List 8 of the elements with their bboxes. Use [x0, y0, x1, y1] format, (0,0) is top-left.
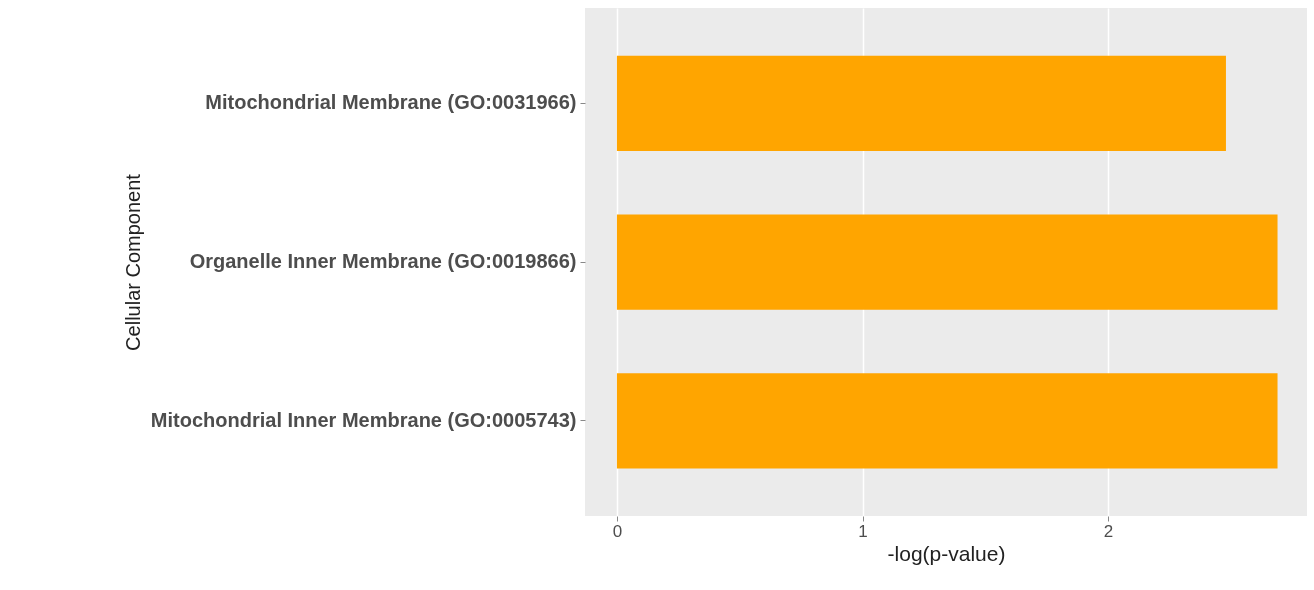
- x-tick-label: 1: [858, 521, 868, 541]
- y-tick-label: Mitochondrial Membrane (GO:0031966): [205, 91, 577, 114]
- y-axis-title: Cellular Component: [121, 173, 144, 351]
- y-tick-label: Organelle Inner Membrane (GO:0019866): [189, 250, 577, 272]
- x-tick-label: 2: [1103, 521, 1114, 541]
- x-axis-title: -log(p-value): [887, 541, 1006, 565]
- y-tick-label: Mitochondrial Inner Membrane (GO:0005743): [150, 408, 577, 431]
- x-tick-label: 0: [612, 521, 623, 541]
